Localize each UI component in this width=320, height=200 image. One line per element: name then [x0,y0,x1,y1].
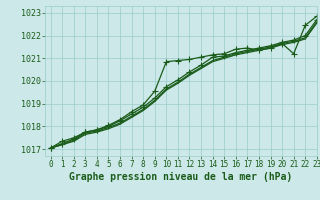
X-axis label: Graphe pression niveau de la mer (hPa): Graphe pression niveau de la mer (hPa) [69,172,292,182]
